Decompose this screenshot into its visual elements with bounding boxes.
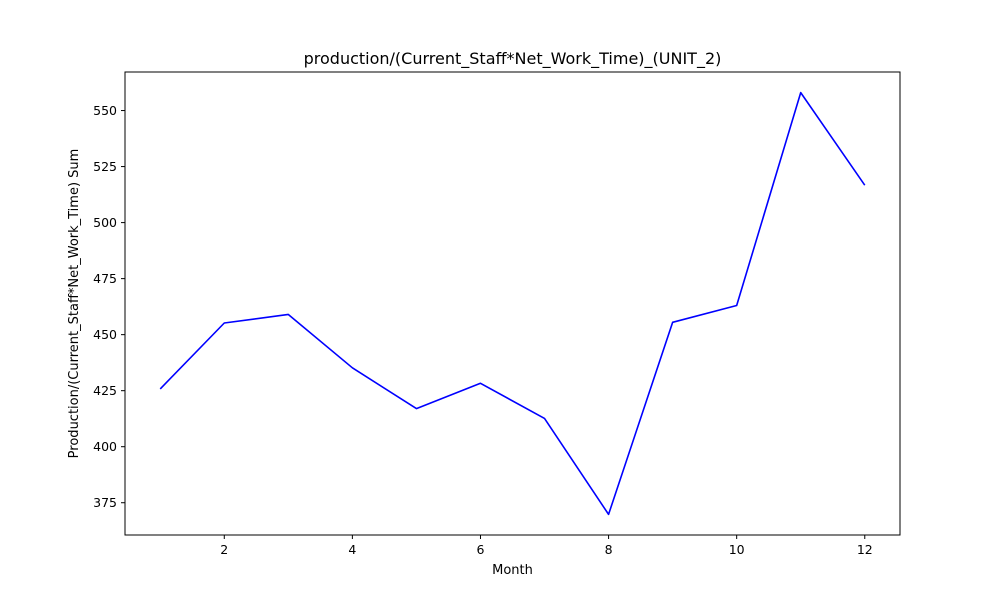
- y-axis: 375 400 425 450 475 500 525 550: [93, 103, 125, 510]
- series-line-1: [159, 91, 866, 516]
- x-tick-label: 2: [220, 542, 228, 557]
- plot-frame: [124, 71, 901, 536]
- x-tick-label: 12: [857, 542, 873, 557]
- x-axis-label: Month: [492, 563, 533, 578]
- y-tick-label: 450: [93, 327, 117, 342]
- x-axis: 2 4 6 8 10 12: [220, 535, 873, 557]
- y-tick-label: 525: [93, 159, 117, 174]
- x-tick-label: 10: [729, 542, 745, 557]
- plot-area: [159, 91, 866, 516]
- y-tick-label: 550: [93, 103, 117, 118]
- y-tick-label: 475: [93, 271, 117, 286]
- y-tick-label: 375: [93, 495, 117, 510]
- x-tick-label: 4: [348, 542, 356, 557]
- y-axis-label: Production/(Current_Staff*Net_Work_Time)…: [67, 149, 82, 459]
- y-tick-label: 400: [93, 439, 117, 454]
- chart-title: production/(Current_Staff*Net_Work_Time)…: [304, 49, 722, 69]
- y-tick-label: 425: [93, 383, 117, 398]
- x-tick-label: 6: [476, 542, 484, 557]
- x-tick-label: 8: [605, 542, 613, 557]
- y-tick-label: 500: [93, 215, 117, 230]
